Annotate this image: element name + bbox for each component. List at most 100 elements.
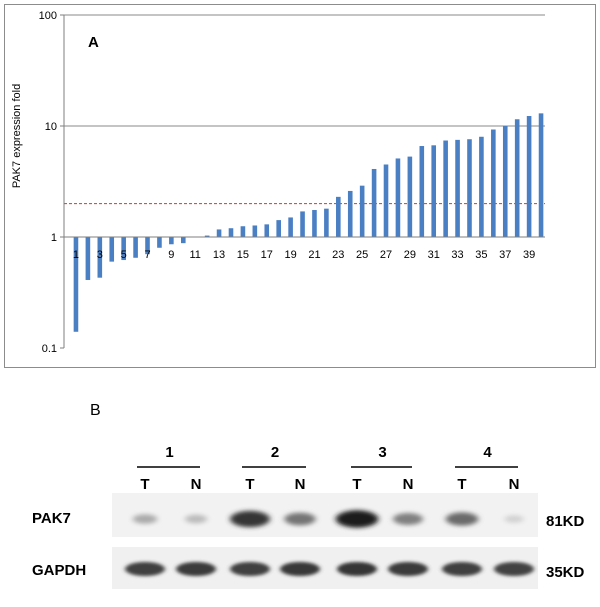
x-tick-label-15: 15	[237, 249, 249, 261]
bar-10	[180, 237, 186, 244]
bar-3	[97, 237, 103, 278]
bar-9	[169, 237, 174, 245]
bar-20	[300, 211, 305, 237]
bar-39	[526, 116, 532, 237]
row-label-gapdh: GAPDH	[32, 562, 86, 579]
band-pak7-lane-1	[132, 514, 158, 524]
bar-27	[383, 164, 389, 237]
pair-label-1: 1	[165, 444, 173, 461]
grid-layer	[64, 14, 545, 127]
bar-23	[336, 196, 341, 237]
band-pak7-lane-7	[445, 512, 479, 526]
bar-32	[443, 140, 448, 237]
band-pak7-lane-6	[393, 513, 423, 525]
x-tick-label-33: 33	[451, 249, 463, 261]
x-tick-label-19: 19	[284, 249, 296, 261]
lane-label-tumor-2: T	[245, 476, 254, 493]
western-blot: B 1T N2T N3T N4T N PAK7 GAPDH 81KD 35KD	[32, 402, 585, 589]
x-tick-layer: 1 3 5 7 9 11 13 15 17 19 21 23 25 27 29 31 33 35 37 39	[73, 249, 535, 261]
band-pak7-lane-5	[335, 510, 379, 528]
band-pak7-lane-2	[184, 514, 208, 524]
lane-label-normal-4: N	[509, 476, 520, 493]
y-tick-label-2: 10	[45, 121, 57, 133]
bar-38	[514, 119, 520, 237]
bar-33	[455, 139, 460, 237]
band-gapdh-lane-3	[230, 562, 270, 576]
y-tick-label-3: 100	[39, 10, 57, 22]
panel-label-b: B	[90, 402, 101, 419]
band-gapdh-lane-2	[176, 562, 216, 576]
pair-label-3: 3	[378, 444, 386, 461]
lane-label-tumor-1: T	[140, 476, 149, 493]
bar-22	[324, 208, 329, 237]
band-gapdh-lane-7	[442, 562, 482, 576]
bar-40	[538, 113, 544, 237]
x-tick-label-1: 1	[73, 249, 79, 261]
size-label-pak7: 81KD	[546, 513, 585, 530]
x-tick-label-7: 7	[144, 249, 150, 261]
bar-2	[85, 237, 91, 280]
pair-header-layer: 1T N2T N3T N4T N	[137, 444, 519, 493]
y-tick-layer: 0.1 1 10 100	[39, 10, 64, 355]
x-tick-label-5: 5	[121, 249, 127, 261]
bar-1	[73, 237, 79, 332]
bar-37	[502, 126, 508, 237]
bar-7	[145, 237, 150, 255]
bar-24	[347, 190, 353, 237]
lane-label-normal-2: N	[295, 476, 306, 493]
bar-30	[419, 146, 425, 237]
x-tick-label-3: 3	[97, 249, 103, 261]
bar-16	[252, 225, 258, 237]
x-tick-label-17: 17	[261, 249, 273, 261]
band-pak7-lane-3	[230, 510, 270, 528]
x-tick-label-27: 27	[380, 249, 392, 261]
x-tick-label-31: 31	[428, 249, 440, 261]
bar-4	[109, 237, 115, 262]
bar-15	[240, 226, 246, 237]
bar-19	[288, 217, 293, 237]
chart-border	[4, 4, 596, 368]
bar-21	[312, 210, 317, 237]
band-gapdh-lane-6	[388, 562, 428, 576]
x-tick-label-11: 11	[189, 249, 200, 261]
x-tick-label-37: 37	[499, 249, 511, 261]
x-tick-label-9: 9	[168, 249, 174, 261]
bar-layer	[73, 113, 544, 332]
lane-label-normal-1: N	[191, 476, 202, 493]
bar-29	[407, 156, 413, 237]
bar-18	[276, 220, 281, 237]
row-label-pak7: PAK7	[32, 510, 71, 527]
bar-35	[479, 136, 484, 237]
size-label-gapdh: 35KD	[546, 564, 585, 581]
band-pak7-lane-8	[504, 515, 524, 523]
bar-8	[157, 237, 162, 248]
lane-label-tumor-4: T	[457, 476, 466, 493]
y-axis-label: PAK7 expression fold	[11, 84, 23, 188]
band-gapdh-lane-1	[125, 562, 165, 576]
y-tick-label-1: 1	[51, 232, 57, 244]
band-gapdh-lane-8	[494, 562, 534, 576]
bar-chart-panel: 0.1 1 10 100 1 3 5 7 9 11 13 15 17 19 21 23 25 27 29 31 33 3…	[4, 4, 596, 368]
band-gapdh-lane-4	[280, 562, 320, 576]
bar-17	[264, 224, 270, 237]
band-pak7-lane-4	[284, 512, 316, 526]
x-tick-label-21: 21	[308, 249, 320, 261]
panel-label-a: A	[88, 34, 99, 51]
bar-36	[491, 129, 496, 237]
y-tick-label-0: 0.1	[42, 343, 57, 355]
pair-label-4: 4	[483, 444, 492, 461]
pair-label-2: 2	[271, 444, 279, 461]
bar-6	[133, 237, 138, 258]
x-tick-label-13: 13	[213, 249, 225, 261]
x-tick-label-25: 25	[356, 249, 368, 261]
x-tick-label-23: 23	[332, 249, 344, 261]
bar-14	[228, 228, 234, 237]
bar-31	[431, 145, 437, 237]
lane-label-normal-3: N	[403, 476, 414, 493]
band-gapdh-lane-5	[337, 562, 377, 576]
bar-13	[216, 229, 222, 237]
bar-26	[371, 168, 377, 237]
bar-34	[467, 139, 472, 237]
